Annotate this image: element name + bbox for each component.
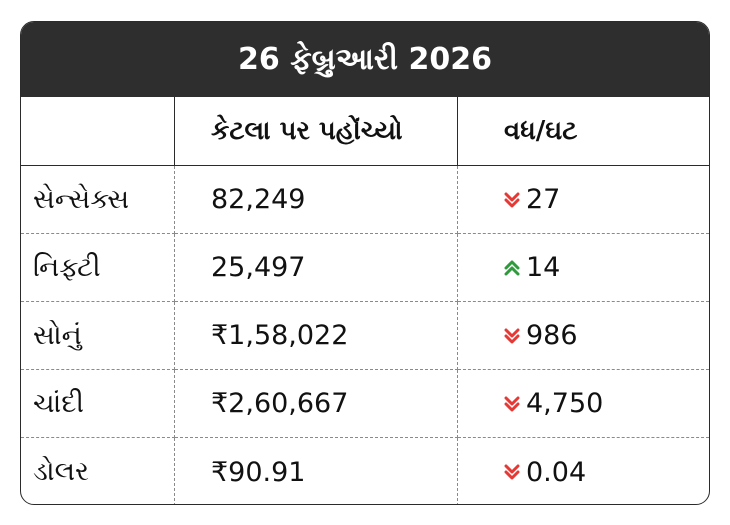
market-table-card: 26 ફેબ્રુઆરી 2026 કેટલા પર પહોંચ્યો વધ/ઘ… [20, 21, 710, 505]
row-change: 986 [458, 302, 709, 370]
header-value: કેટલા પર પહોંચ્યો [175, 97, 458, 166]
double-chevron-down-icon [504, 328, 520, 343]
row-change-value: 14 [526, 252, 561, 283]
row-value: 25,497 [175, 234, 458, 302]
double-chevron-down-icon [504, 464, 520, 480]
row-value: 82,249 [175, 166, 458, 234]
header-name [21, 97, 175, 166]
row-change-value: 986 [526, 320, 578, 351]
row-name: સેન્સેક્સ [21, 166, 175, 234]
row-change: 14 [458, 234, 709, 302]
row-change-value: 27 [526, 184, 561, 215]
market-table: કેટલા પર પહોંચ્યો વધ/ઘટ સેન્સેક્સ 82,249… [21, 97, 709, 504]
double-chevron-up-icon [504, 260, 520, 275]
row-change: 27 [458, 166, 709, 234]
row-name: નિફ્ટી [21, 234, 175, 302]
row-value: ₹2,60,667 [175, 370, 458, 438]
double-chevron-down-icon [504, 396, 520, 411]
row-change: 4,750 [458, 370, 709, 438]
table-title: 26 ફેબ્રુઆરી 2026 [21, 22, 709, 97]
row-change: 0.04 [458, 438, 709, 504]
double-chevron-down-icon [504, 192, 520, 207]
row-value: ₹1,58,022 [175, 302, 458, 370]
row-value: ₹90.91 [175, 438, 458, 504]
row-name: ડોલર [21, 438, 175, 504]
header-change: વધ/ઘટ [458, 97, 709, 166]
row-change-value: 0.04 [526, 456, 587, 488]
row-name: ચાંદી [21, 370, 175, 438]
row-name: સોનું [21, 302, 175, 370]
row-change-value: 4,750 [526, 388, 604, 419]
